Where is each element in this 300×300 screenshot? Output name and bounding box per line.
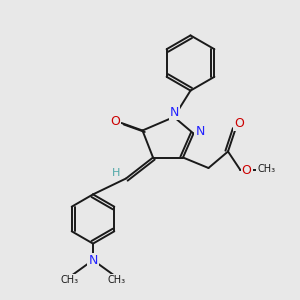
- Text: H: H: [112, 168, 121, 178]
- Text: CH₃: CH₃: [107, 275, 125, 285]
- Text: CH₃: CH₃: [257, 164, 275, 175]
- Text: N: N: [195, 124, 205, 138]
- Text: O: O: [234, 117, 244, 130]
- Text: CH₃: CH₃: [61, 275, 79, 285]
- Text: O: O: [242, 164, 251, 177]
- Text: N: N: [88, 254, 98, 267]
- Text: O: O: [110, 115, 120, 128]
- Text: N: N: [170, 106, 179, 119]
